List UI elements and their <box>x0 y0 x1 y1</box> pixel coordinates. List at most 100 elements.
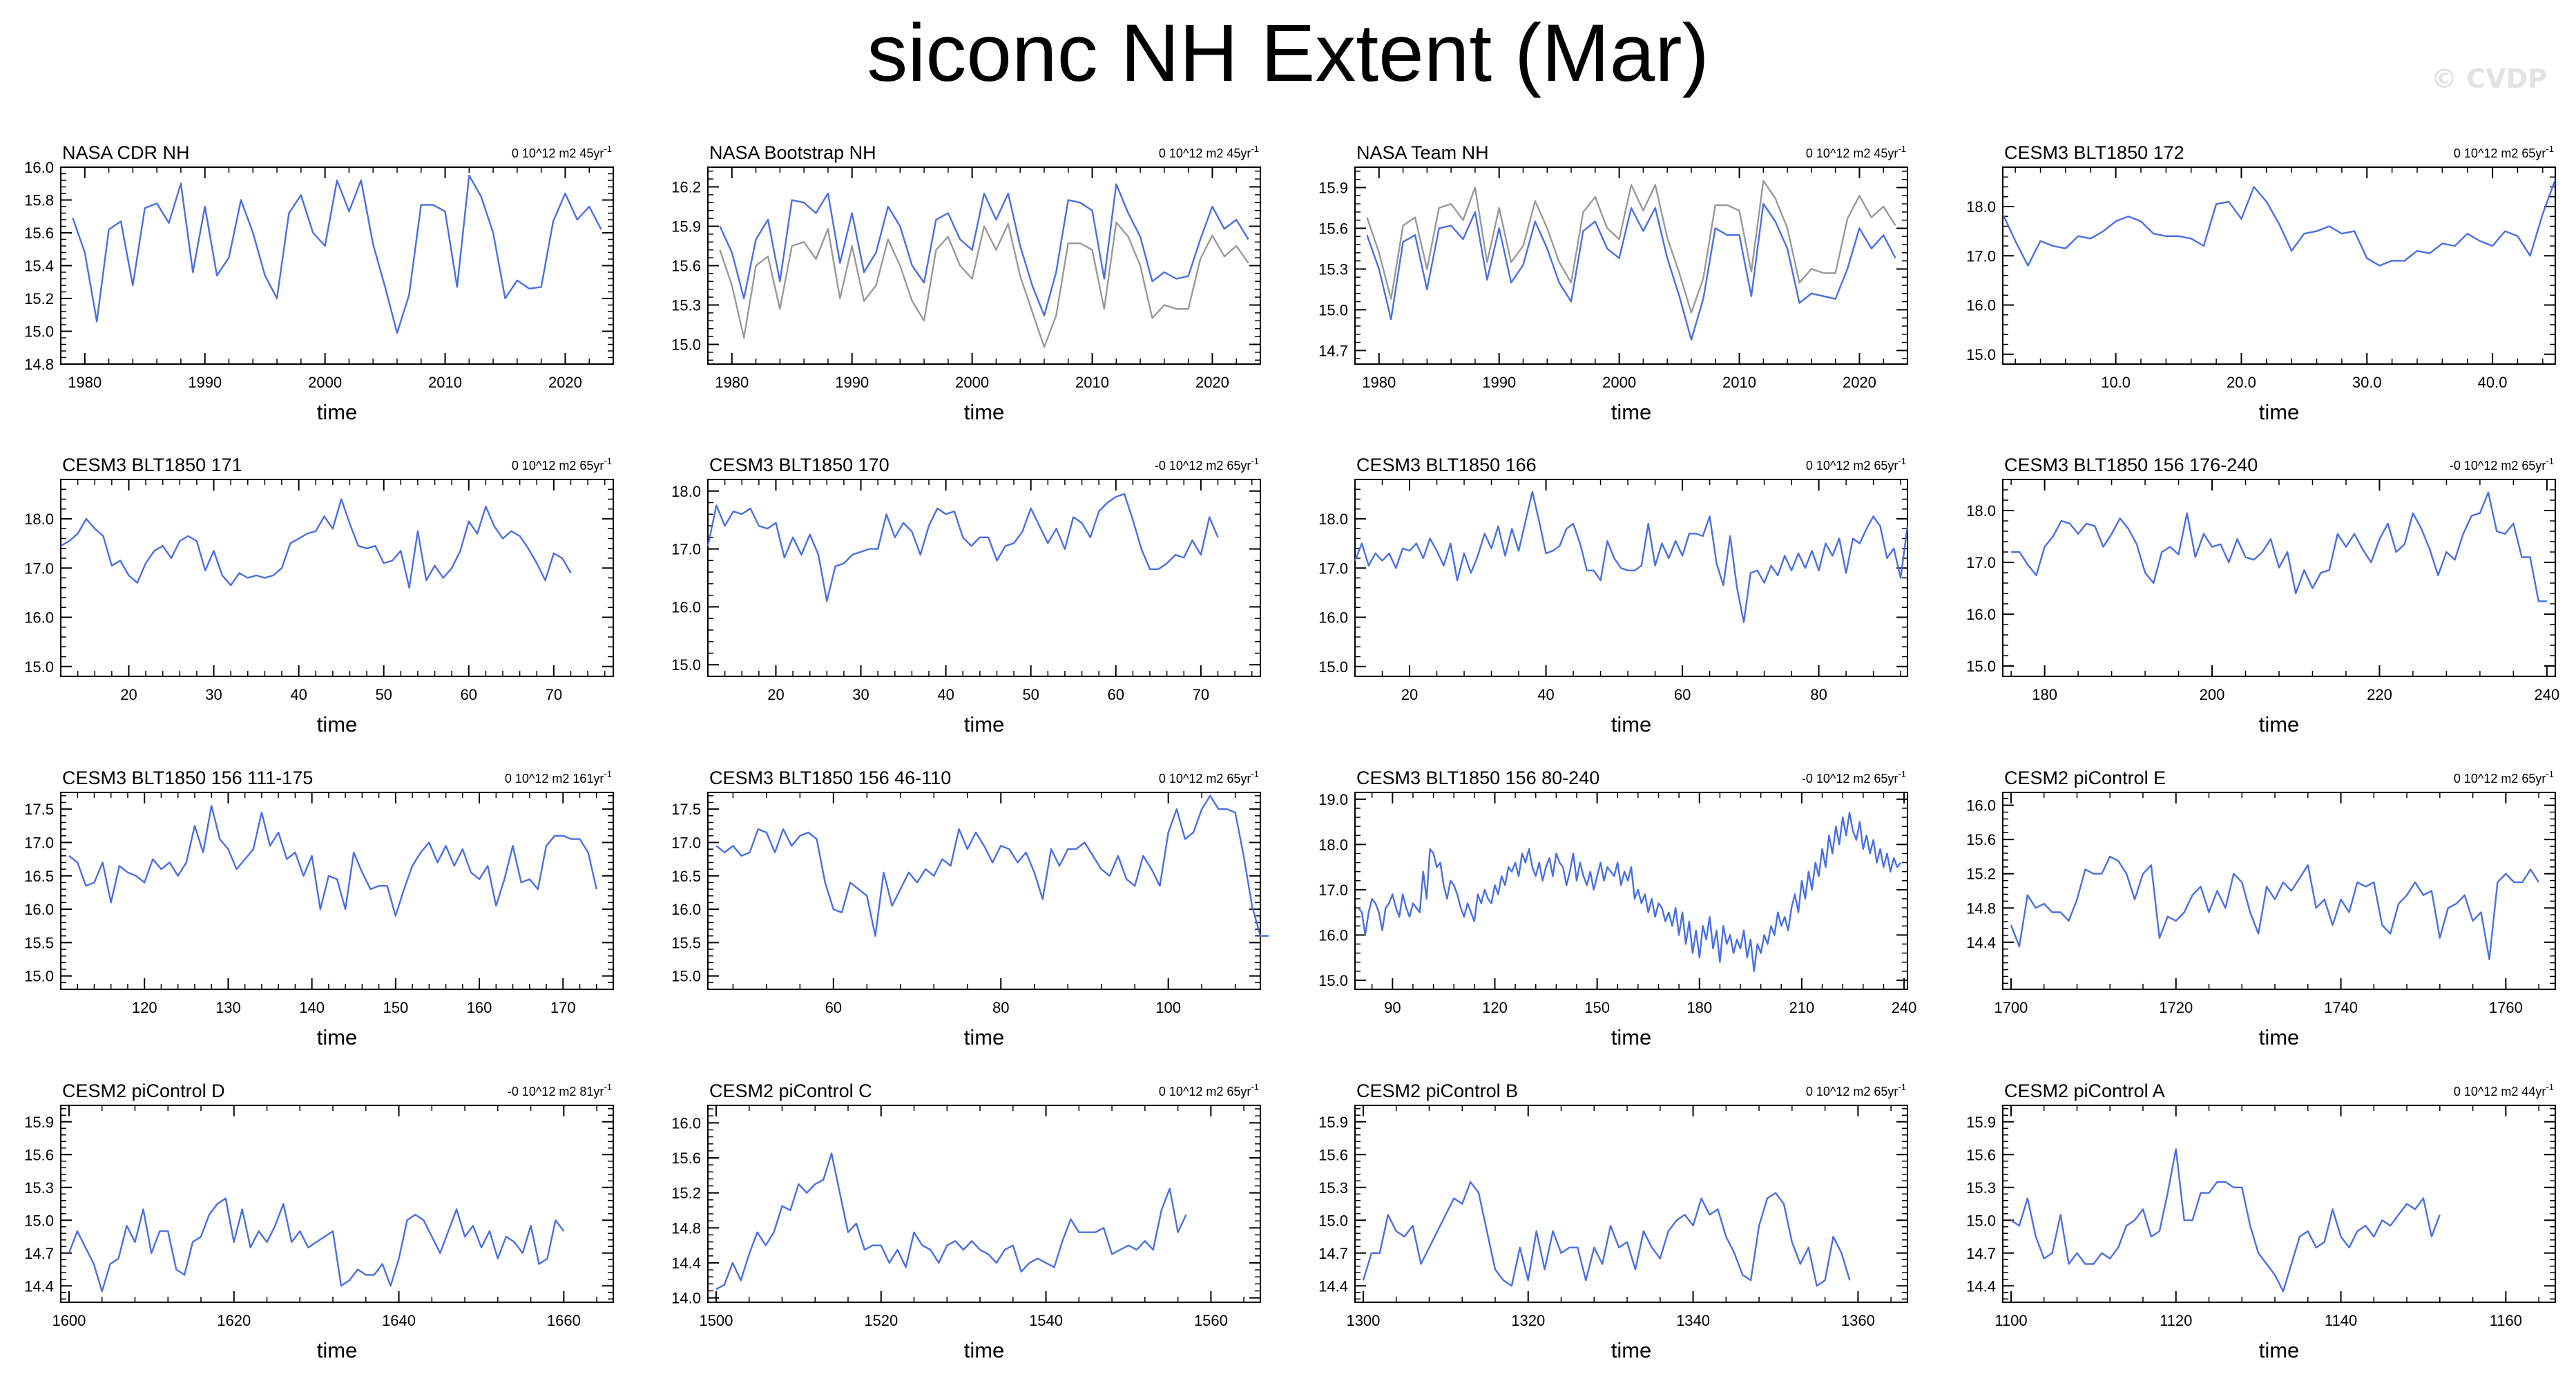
y-tick-label: 15.0 <box>1318 301 1348 318</box>
trend-label: 0 10^12 m2 65yr-1 <box>1159 1082 1259 1098</box>
y-tick-label: 15.0 <box>1318 658 1348 676</box>
x-axis-label: time <box>1611 1025 1652 1049</box>
x-tick-label: 1360 <box>1841 1312 1875 1329</box>
plot-frame <box>60 166 614 365</box>
y-tick-label: 15.2 <box>1966 866 1996 883</box>
trend-superscript: -1 <box>1251 1082 1259 1092</box>
trend-superscript: -1 <box>604 769 612 779</box>
chart-title: CESM3 BLT1850 156 111-175 <box>62 768 313 788</box>
x-tick-label: 2010 <box>1722 374 1756 391</box>
x-axis-label: time <box>964 1338 1005 1362</box>
y-tick-label: 16.0 <box>1966 797 1996 815</box>
y-tick-label: 15.5 <box>671 934 701 951</box>
x-tick-label: 2010 <box>1075 374 1109 391</box>
y-tick-label: 15.0 <box>1318 972 1348 989</box>
trend-label: 0 10^12 m2 65yr-1 <box>1159 769 1259 786</box>
x-tick-label: 1760 <box>2489 999 2523 1016</box>
x-tick-label: 2020 <box>1195 374 1229 391</box>
trend-label: -0 10^12 m2 65yr-1 <box>2450 456 2554 473</box>
x-tick-label: 20 <box>120 686 137 703</box>
chart-panel: 14.7 15.0 15.3 15.6 15.9 1980 1990 2000 2010 2020… <box>1318 142 1908 424</box>
x-tick-label: 220 <box>2367 686 2392 703</box>
chart-title: CESM3 BLT1850 170 <box>709 455 890 475</box>
x-tick-label: 1990 <box>188 374 222 391</box>
x-tick-label: 40 <box>937 686 954 703</box>
y-tick-label: 15.9 <box>1318 1114 1348 1131</box>
x-tick-label: 100 <box>1155 999 1181 1016</box>
y-tick-label: 15.0 <box>671 968 701 985</box>
y-tick-label: 17.0 <box>1318 882 1348 899</box>
x-axis-label: time <box>2259 1025 2300 1049</box>
y-tick-label: 16.0 <box>671 1114 701 1132</box>
y-tick-label: 14.8 <box>671 1219 701 1237</box>
x-tick-label: 20.0 <box>2227 374 2256 391</box>
x-tick-label: 1160 <box>2490 1312 2522 1329</box>
y-tick-label: 15.6 <box>1966 831 1996 848</box>
trend-label: -0 10^12 m2 81yr-1 <box>508 1082 612 1098</box>
x-tick-label: 50 <box>1022 686 1039 703</box>
y-tick-label: 15.5 <box>24 934 54 951</box>
y-tick-label: 16.0 <box>1318 609 1348 627</box>
chart-panel: 14.8 15.0 15.2 15.4 15.6 15.8 16.0 1980 1990 2000… <box>24 142 614 424</box>
x-tick-label: 60 <box>461 686 477 703</box>
x-axis-label: time <box>964 1025 1005 1049</box>
series-line <box>68 1197 565 1293</box>
series-line <box>68 805 597 917</box>
series-line <box>715 794 1269 937</box>
x-tick-label: 40 <box>1537 686 1554 703</box>
trend-label: 0 10^12 m2 45yr-1 <box>1806 144 1906 160</box>
y-tick-label: 15.9 <box>24 1114 54 1131</box>
y-tick-label: 14.0 <box>671 1290 701 1307</box>
y-tick-label: 15.3 <box>1966 1179 1996 1197</box>
y-tick-label: 17.0 <box>671 834 701 851</box>
y-tick-label: 14.7 <box>24 1245 54 1262</box>
x-axis-label: time <box>317 1338 358 1362</box>
trend-label: -0 10^12 m2 65yr-1 <box>1802 769 1906 786</box>
chart-title: CESM3 BLT1850 156 176-240 <box>2004 455 2258 475</box>
y-tick-label: 16.0 <box>24 159 54 176</box>
x-tick-label: 1560 <box>1194 1312 1228 1329</box>
series-line <box>719 183 1249 316</box>
y-tick-label: 15.6 <box>671 1150 701 1167</box>
y-tick-label: 15.0 <box>1966 346 1996 363</box>
x-tick-label: 1990 <box>835 374 869 391</box>
y-tick-label: 17.0 <box>1966 554 1996 571</box>
x-tick-label: 210 <box>1789 999 1815 1016</box>
x-tick-label: 90 <box>1384 999 1401 1016</box>
trend-superscript: -1 <box>604 1082 612 1092</box>
trend-superscript: -1 <box>1898 456 1906 466</box>
y-tick-label: 17.0 <box>24 834 54 851</box>
trend-superscript: -1 <box>604 144 612 154</box>
y-tick-label: 16.0 <box>24 609 54 627</box>
y-tick-label: 15.0 <box>1318 1212 1348 1229</box>
x-tick-label: 20 <box>767 686 784 703</box>
plot-frame <box>2002 479 2556 677</box>
series-line <box>2010 855 2540 960</box>
y-tick-label: 14.7 <box>1966 1245 1996 1262</box>
y-tick-label: 15.0 <box>24 1212 54 1229</box>
x-axis-label: time <box>964 400 1005 424</box>
x-tick-label: 30 <box>852 686 869 703</box>
x-tick-label: 1980 <box>68 374 102 391</box>
trend-superscript: -1 <box>2546 769 2554 779</box>
x-tick-label: 1340 <box>1676 1312 1710 1329</box>
x-tick-label: 1140 <box>2325 1312 2357 1329</box>
plot-frame <box>707 1105 1261 1303</box>
x-tick-label: 50 <box>375 686 392 703</box>
x-tick-label: 30 <box>205 686 222 703</box>
trend-superscript: -1 <box>1898 769 1906 779</box>
x-tick-label: 200 <box>2200 686 2225 703</box>
x-tick-label: 60 <box>1674 686 1691 703</box>
chart-panel: 14.4 14.7 15.0 15.3 15.6 15.9 1300 1320 1340 1360… <box>1318 1080 1908 1362</box>
y-tick-label: 15.3 <box>1318 260 1348 278</box>
y-tick-label: 14.4 <box>671 1255 701 1272</box>
chart-title: CESM2 piControl E <box>2004 768 2166 788</box>
x-tick-label: 2010 <box>428 374 462 391</box>
trend-superscript: -1 <box>1251 769 1259 779</box>
x-tick-label: 70 <box>1193 686 1209 703</box>
y-tick-label: 15.3 <box>24 1179 54 1197</box>
y-tick-label: 16.0 <box>1966 297 1996 314</box>
y-tick-label: 15.6 <box>24 225 54 242</box>
x-tick-label: 80 <box>992 999 1009 1016</box>
